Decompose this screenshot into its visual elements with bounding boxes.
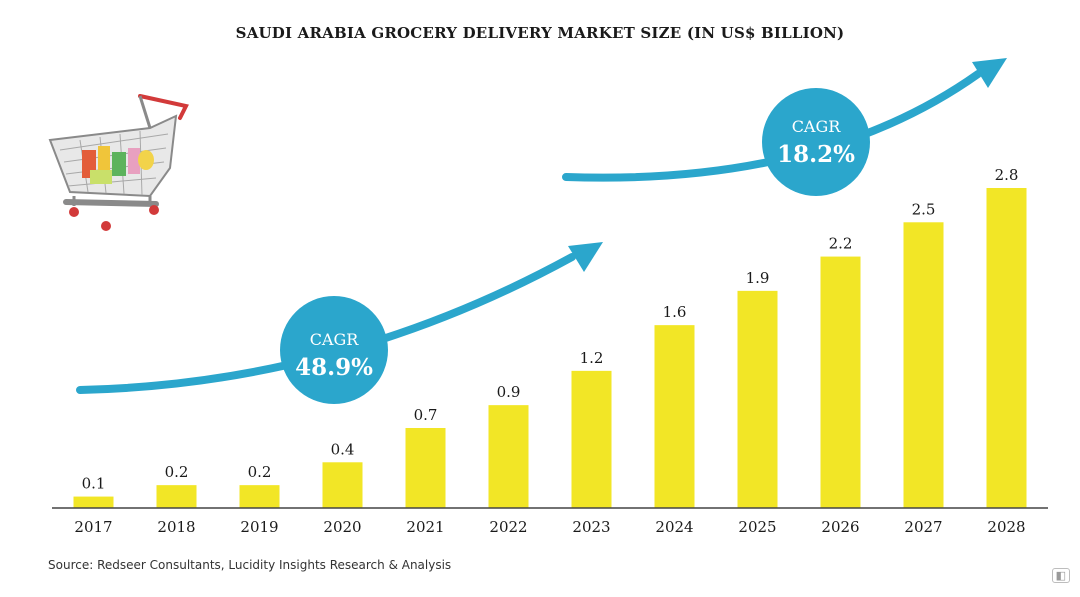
source-note: Source: Redseer Consultants, Lucidity In… bbox=[48, 558, 452, 572]
x-tick-label-2025: 2025 bbox=[738, 518, 776, 536]
x-tick-label-2023: 2023 bbox=[572, 518, 610, 536]
bar-2020 bbox=[322, 462, 363, 508]
cagr-badge-1-value: 48.9% bbox=[295, 354, 373, 381]
value-labels-group: 0.1 0.2 0.2 0.4 0.7 0.9 1.2 1.6 1.9 2.2 2.5 2.8 bbox=[82, 166, 1019, 493]
value-label-2017: 0.1 bbox=[82, 475, 106, 493]
value-label-2023: 1.2 bbox=[580, 349, 604, 367]
x-tick-label-2028: 2028 bbox=[987, 518, 1025, 536]
x-tick-label-2022: 2022 bbox=[489, 518, 527, 536]
x-tick-label-2027: 2027 bbox=[904, 518, 942, 536]
value-label-2022: 0.9 bbox=[497, 383, 521, 401]
bar-2021 bbox=[405, 428, 446, 508]
bar-2024 bbox=[654, 325, 695, 508]
value-label-2019: 0.2 bbox=[248, 463, 272, 481]
value-label-2026: 2.2 bbox=[829, 235, 853, 253]
cagr-badge-2-value: 18.2% bbox=[777, 141, 855, 168]
bar-2027 bbox=[903, 222, 944, 509]
bar-2028 bbox=[986, 188, 1027, 508]
bar-2019 bbox=[239, 485, 280, 508]
value-label-2018: 0.2 bbox=[165, 463, 189, 481]
value-label-2028: 2.8 bbox=[995, 166, 1019, 184]
value-label-2024: 1.6 bbox=[663, 303, 687, 321]
cagr-badge-2: CAGR 18.2% bbox=[762, 88, 870, 196]
x-tick-label-2019: 2019 bbox=[240, 518, 278, 536]
x-tick-label-2021: 2021 bbox=[406, 518, 444, 536]
bars-group bbox=[73, 188, 1027, 509]
watermark-logo: ◧ bbox=[1051, 568, 1070, 583]
x-tick-label-2026: 2026 bbox=[821, 518, 859, 536]
x-tick-labels-group: 2017 2018 2019 2020 2021 2022 2023 2024 2025 2026… bbox=[74, 518, 1025, 536]
chart-title: SAUDI ARABIA GROCERY DELIVERY MARKET SIZ… bbox=[235, 24, 845, 42]
bar-2026 bbox=[820, 256, 861, 508]
x-tick-label-2020: 2020 bbox=[323, 518, 361, 536]
cagr-badge-2-label: CAGR bbox=[792, 117, 842, 136]
bar-2018 bbox=[156, 485, 197, 508]
bar-2022 bbox=[488, 405, 529, 508]
x-tick-label-2018: 2018 bbox=[157, 518, 195, 536]
bar-2017 bbox=[73, 496, 114, 508]
x-tick-label-2024: 2024 bbox=[655, 518, 693, 536]
value-label-2020: 0.4 bbox=[331, 440, 355, 458]
cagr-arrow-2-head bbox=[972, 58, 1007, 88]
cagr-arrow-1-head bbox=[568, 242, 603, 272]
x-tick-label-2017: 2017 bbox=[74, 518, 112, 536]
cagr-badge-1: CAGR 48.9% bbox=[280, 296, 388, 404]
shopping-cart-icon bbox=[48, 94, 189, 231]
bar-2023 bbox=[571, 370, 612, 508]
value-label-2025: 1.9 bbox=[746, 269, 770, 287]
bar-2025 bbox=[737, 290, 778, 508]
cagr-badge-1-label: CAGR bbox=[310, 330, 360, 349]
value-label-2027: 2.5 bbox=[912, 200, 936, 218]
value-label-2021: 0.7 bbox=[414, 406, 438, 424]
